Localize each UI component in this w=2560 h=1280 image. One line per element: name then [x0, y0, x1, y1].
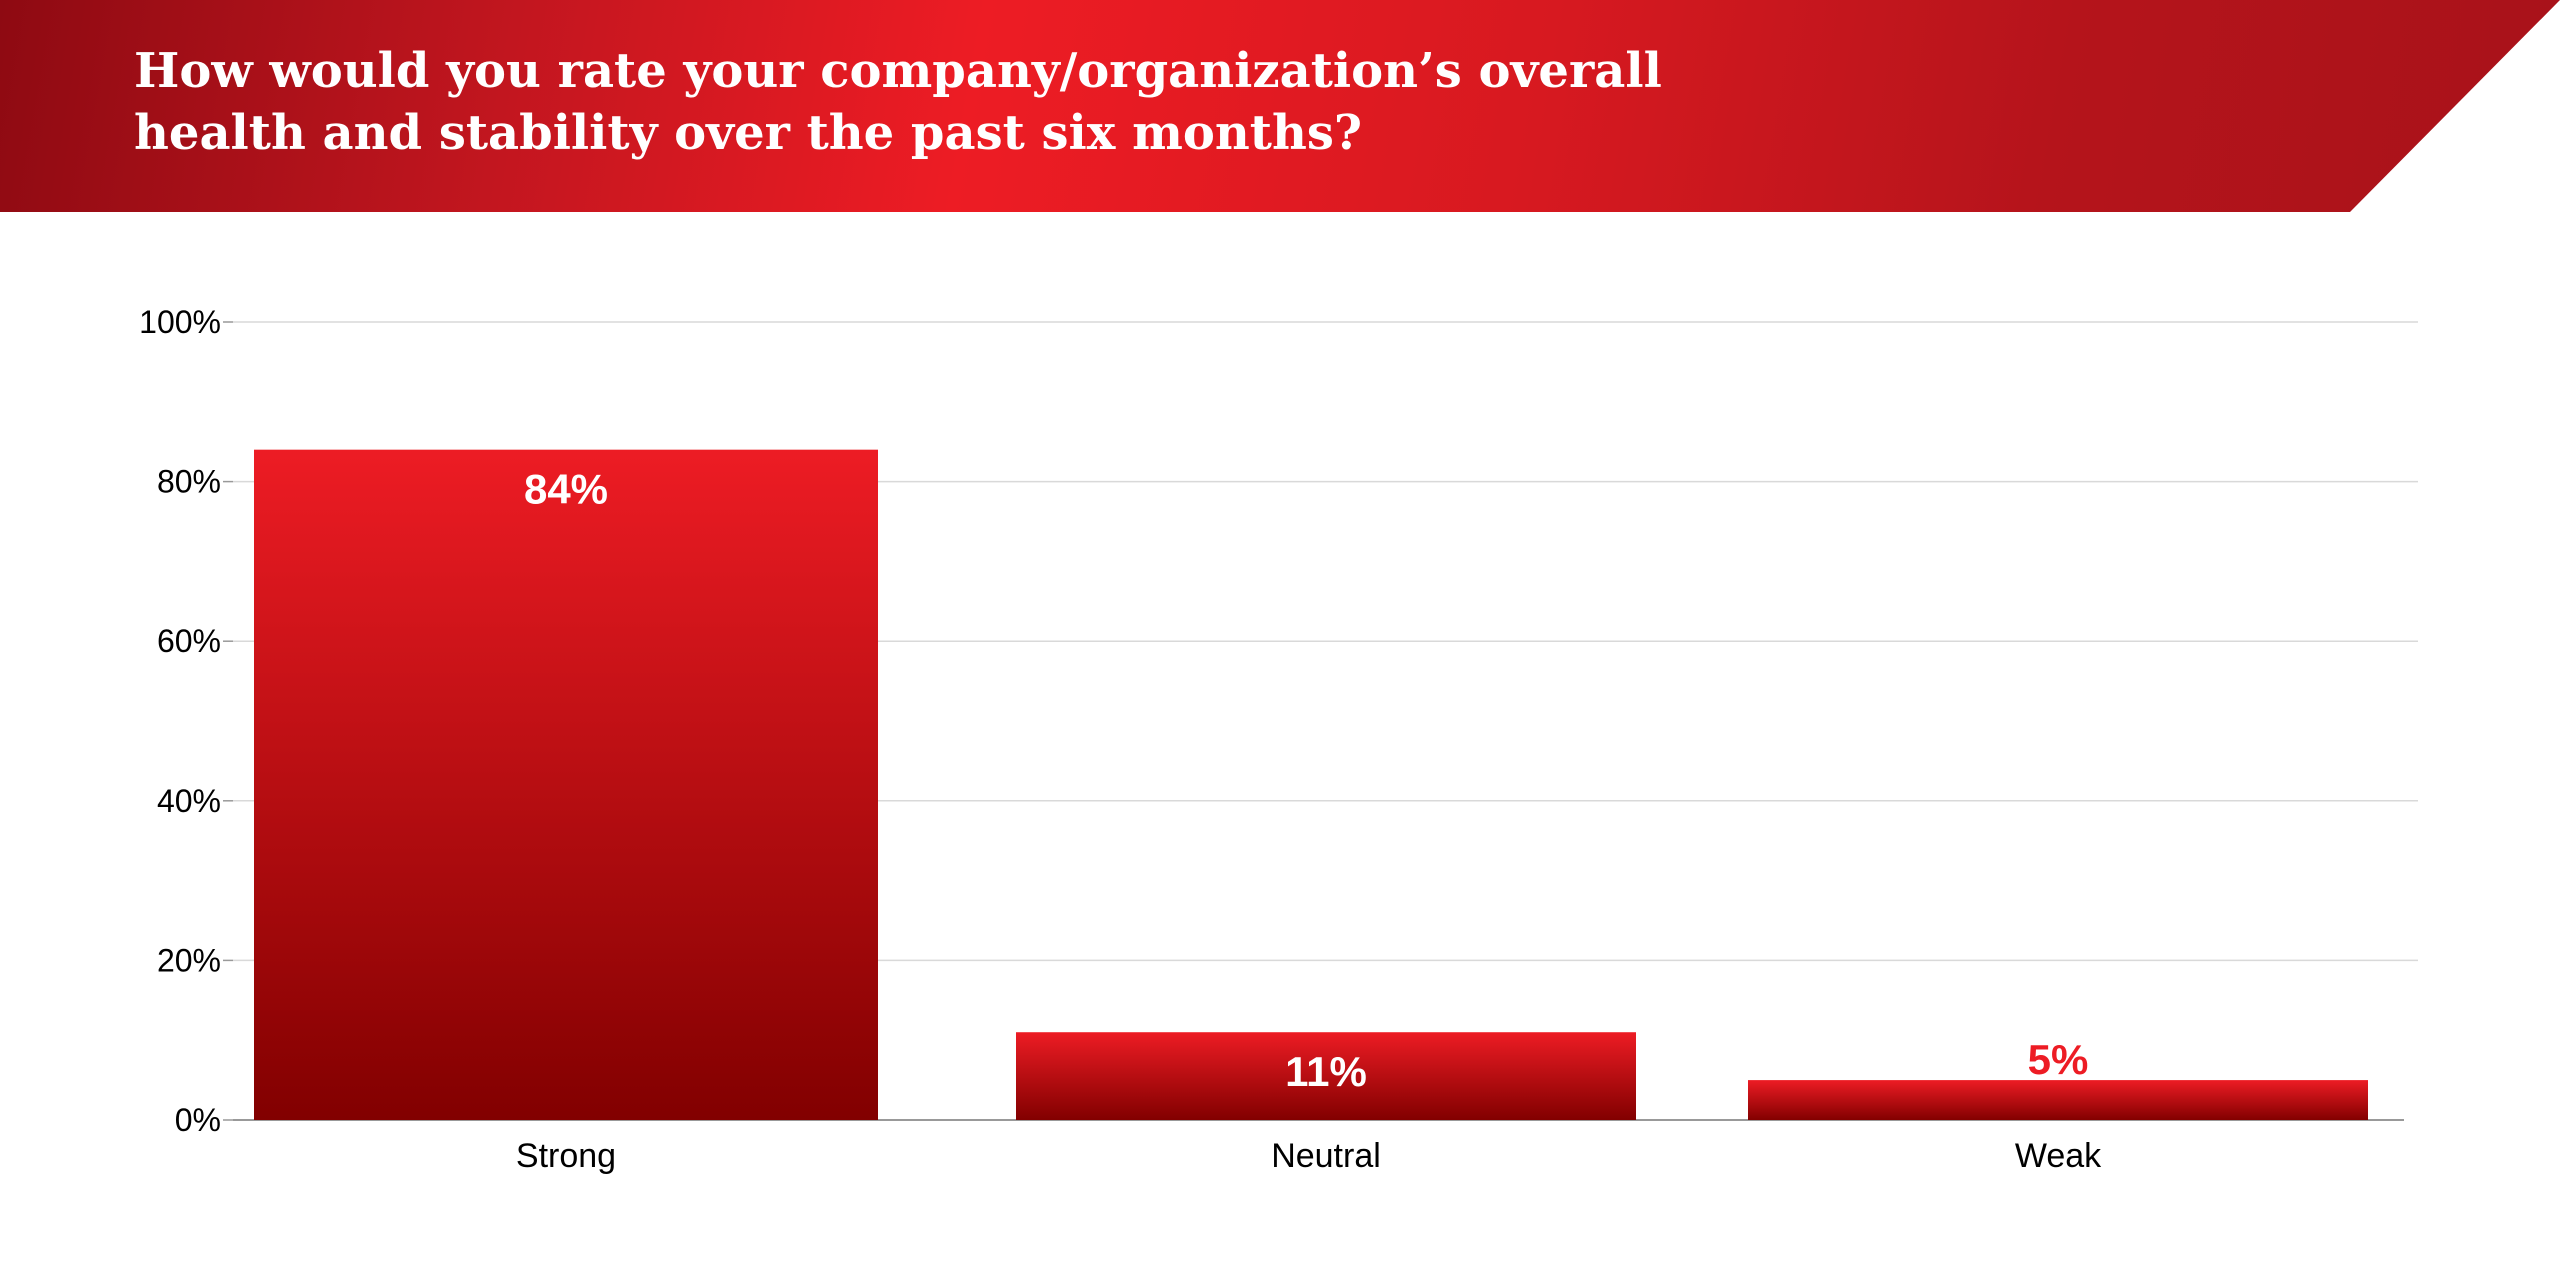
chart-title: How would you rate your company/organiza… — [134, 43, 1662, 161]
title-banner — [0, 0, 2560, 212]
y-tick-label: 40% — [157, 783, 221, 819]
bar-strong — [254, 449, 878, 1120]
bars — [254, 449, 2368, 1120]
y-tick-label: 60% — [157, 623, 221, 659]
bar-neutral — [1016, 1032, 1636, 1120]
data-label: 11% — [1285, 1048, 1367, 1095]
y-tick-label: 20% — [157, 942, 221, 978]
bar-weak — [1748, 1080, 2368, 1120]
x-tick-label: Neutral — [1271, 1137, 1381, 1175]
x-tick-label: Weak — [2015, 1137, 2102, 1175]
data-label: 84% — [524, 466, 608, 513]
y-tick-label: 80% — [157, 464, 221, 500]
x-tick-label: Strong — [516, 1137, 616, 1175]
x-axis-ticks: Strong Neutral Weak — [516, 1137, 2102, 1175]
y-tick-label: 100% — [139, 304, 221, 340]
y-tick-label: 0% — [175, 1102, 221, 1138]
data-labels: 84% 11% 5% — [524, 466, 2088, 1096]
data-label: 5% — [2028, 1036, 2089, 1083]
